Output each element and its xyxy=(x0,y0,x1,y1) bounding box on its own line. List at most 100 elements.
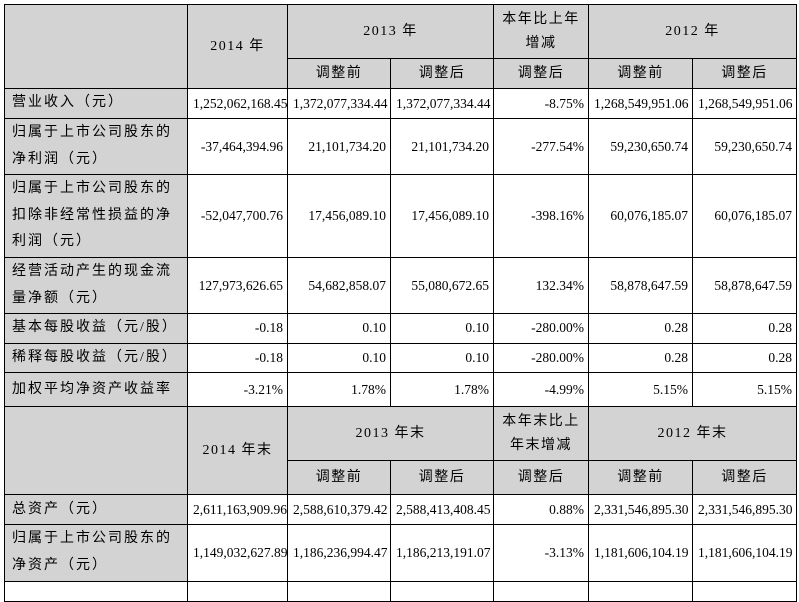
column-header-change: 本年比上年增减 xyxy=(493,4,589,59)
cell-value: 1,181,606,104.19 xyxy=(692,524,797,582)
column-header-2013: 2013 年 xyxy=(287,4,494,59)
cell-value: 2,331,546,895.30 xyxy=(692,494,797,526)
cell-value: 1,186,213,191.07 xyxy=(390,524,494,582)
cell-value: 60,076,185.07 xyxy=(588,174,693,258)
cell-value: -280.00% xyxy=(493,313,589,344)
cell-value: 0.28 xyxy=(588,313,693,344)
cell-value: 0.28 xyxy=(588,342,693,374)
cell-value: -277.54% xyxy=(493,117,589,176)
corner-cell xyxy=(4,406,188,496)
cell-value: -8.75% xyxy=(493,88,589,119)
cell-value: -280.00% xyxy=(493,342,589,374)
cell-value: 58,878,647.59 xyxy=(588,256,693,315)
cell-value: 1.78% xyxy=(390,372,494,408)
subheader-2012-after: 调整后 xyxy=(692,58,797,89)
cell-value: 5.15% xyxy=(588,372,693,408)
column-header-2014: 2014 年 xyxy=(187,4,288,89)
cell-value: 1,181,606,104.19 xyxy=(588,524,693,582)
cell-value: 2,331,546,895.30 xyxy=(588,494,693,526)
cell-value: 55,080,672.65 xyxy=(390,256,494,315)
cell-value: 0.10 xyxy=(390,313,494,344)
table-row-net-profit: 归属于上市公司股东的净利润（元） -37,464,394.96 21,101,7… xyxy=(4,117,797,176)
clipped-cell xyxy=(187,580,288,602)
table-row-operating-cash-flow: 经营活动产生的现金流量净额（元） 127,973,626.65 54,682,8… xyxy=(4,256,797,315)
row-label: 营业收入（元） xyxy=(4,88,188,119)
cell-value: 1,149,032,627.89 xyxy=(187,524,288,582)
subheader-2012-before: 调整前 xyxy=(588,58,693,89)
clipped-cell xyxy=(390,580,494,602)
corner-cell xyxy=(4,4,188,89)
section2-header-row-1: 2014 年末 2013 年末 本年末比上年末增减 2012 年末 xyxy=(4,406,797,496)
cell-value: 21,101,734.20 xyxy=(390,117,494,176)
cell-value: -4.99% xyxy=(493,372,589,408)
clipped-cell xyxy=(588,580,693,602)
cell-value: 5.15% xyxy=(692,372,797,408)
cell-value: 1,372,077,334.44 xyxy=(390,88,494,119)
cell-value: 54,682,858.07 xyxy=(287,256,391,315)
row-label: 经营活动产生的现金流量净额（元） xyxy=(4,256,188,315)
section2-header-row-2: 调整前 调整后 调整后 调整前 调整后 xyxy=(5,460,797,496)
section1-header-row-2: 调整前 调整后 调整后 调整前 调整后 xyxy=(5,58,797,89)
cell-value: -3.21% xyxy=(187,372,288,408)
cell-value: 0.28 xyxy=(692,342,797,374)
financial-summary-table-wrap: 2014 年 2013 年 本年比上年增减 2012 年 调整前 调整后 调整后… xyxy=(4,4,797,602)
row-label: 归属于上市公司股东的扣除非经常性损益的净利润（元） xyxy=(4,174,188,258)
subheader-2012-end-after: 调整后 xyxy=(692,460,797,496)
cell-value: 0.88% xyxy=(493,494,589,526)
table-row-total-assets: 总资产（元） 2,611,163,909.96 2,588,610,379.42… xyxy=(4,494,797,526)
section1-header-row-1: 2014 年 2013 年 本年比上年增减 2012 年 xyxy=(4,4,797,89)
cell-value: 127,973,626.65 xyxy=(187,256,288,315)
clipped-cell xyxy=(4,580,188,602)
cell-value: 0.28 xyxy=(692,313,797,344)
subheader-2012-end-before: 调整前 xyxy=(588,460,693,496)
cell-value: 1,268,549,951.06 xyxy=(588,88,693,119)
subheader-change-end-after: 调整后 xyxy=(493,460,589,496)
row-label: 归属于上市公司股东的净利润（元） xyxy=(4,117,188,176)
table-row-diluted-eps: 稀释每股收益（元/股） -0.18 0.10 0.10 -280.00% 0.2… xyxy=(4,342,797,374)
column-header-change-end: 本年末比上年末增减 xyxy=(493,406,589,462)
document-page: { "colors": { "header_bg": "#d3d3d3", "b… xyxy=(4,4,797,602)
cell-value: -37,464,394.96 xyxy=(187,117,288,176)
subheader-2013-after: 调整后 xyxy=(390,58,494,89)
cell-value: 132.34% xyxy=(493,256,589,315)
cell-value: 58,878,647.59 xyxy=(692,256,797,315)
column-header-2012-end: 2012 年末 xyxy=(588,406,797,462)
cell-value: 1.78% xyxy=(287,372,391,408)
clipped-cell xyxy=(287,580,391,602)
cell-value: 1,268,549,951.06 xyxy=(692,88,797,119)
table-row-net-profit-excl-nonrecurring: 归属于上市公司股东的扣除非经常性损益的净利润（元） -52,047,700.76… xyxy=(4,174,797,258)
cell-value: -398.16% xyxy=(493,174,589,258)
cell-value: 21,101,734.20 xyxy=(287,117,391,176)
cell-value: 1,186,236,994.47 xyxy=(287,524,391,582)
subheader-change-after: 调整后 xyxy=(493,58,589,89)
row-label: 加权平均净资产收益率 xyxy=(4,372,188,408)
cell-value: 0.10 xyxy=(287,313,391,344)
row-label: 稀释每股收益（元/股） xyxy=(4,342,188,374)
cell-value: 0.10 xyxy=(390,342,494,374)
cell-value: 2,588,413,408.45 xyxy=(390,494,494,526)
cell-value: -0.18 xyxy=(187,313,288,344)
cell-value: 0.10 xyxy=(287,342,391,374)
column-header-2014-end: 2014 年末 xyxy=(187,406,288,496)
clipped-cell xyxy=(692,580,797,602)
cell-value: -52,047,700.76 xyxy=(187,174,288,258)
cell-value: 2,588,610,379.42 xyxy=(287,494,391,526)
cell-value: -0.18 xyxy=(187,342,288,374)
cell-value: 17,456,089.10 xyxy=(287,174,391,258)
row-label: 归属于上市公司股东的净资产（元） xyxy=(4,524,188,582)
table-row-net-assets: 归属于上市公司股东的净资产（元） 1,149,032,627.89 1,186,… xyxy=(4,524,797,582)
cell-value: 60,076,185.07 xyxy=(692,174,797,258)
financial-summary-table: 2014 年 2013 年 本年比上年增减 2012 年 调整前 调整后 调整后… xyxy=(4,4,797,602)
cell-value: 17,456,089.10 xyxy=(390,174,494,258)
cell-value: 1,372,077,334.44 xyxy=(287,88,391,119)
subheader-2013-end-before: 调整前 xyxy=(287,460,391,496)
cell-value: 2,611,163,909.96 xyxy=(187,494,288,526)
table-row-weighted-roe: 加权平均净资产收益率 -3.21% 1.78% 1.78% -4.99% 5.1… xyxy=(4,372,797,408)
cell-value: 59,230,650.74 xyxy=(588,117,693,176)
table-row-clipped xyxy=(4,580,797,602)
subheader-2013-before: 调整前 xyxy=(287,58,391,89)
table-row-revenue: 营业收入（元） 1,252,062,168.45 1,372,077,334.4… xyxy=(4,88,797,119)
subheader-2013-end-after: 调整后 xyxy=(390,460,494,496)
cell-value: 1,252,062,168.45 xyxy=(187,88,288,119)
row-label: 基本每股收益（元/股） xyxy=(4,313,188,344)
